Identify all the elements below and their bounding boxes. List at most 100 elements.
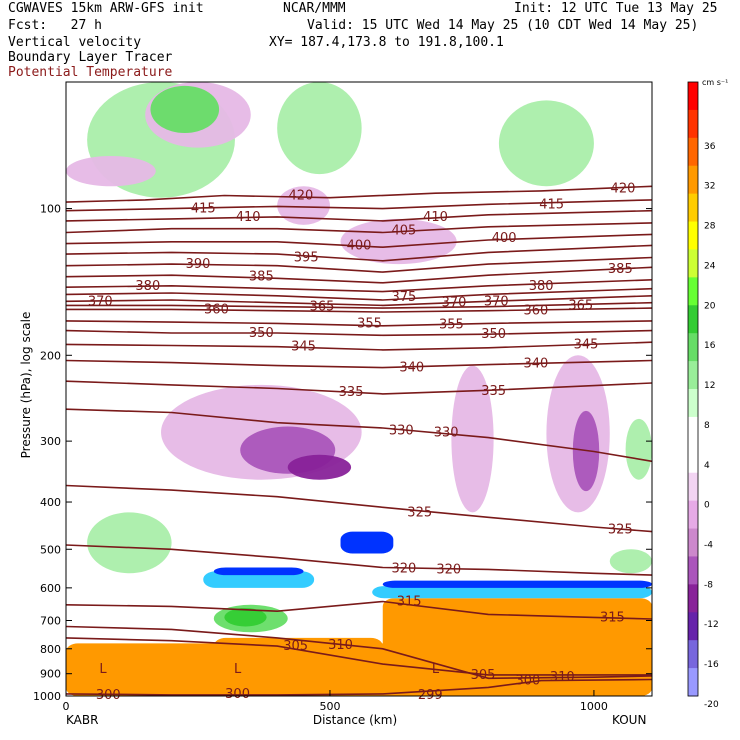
theta-label-385-1: 385: [608, 262, 633, 277]
colorbar-swatch-4: [688, 193, 698, 223]
theta-contour-355: [65, 320, 653, 327]
theta-label-320-0: 320: [391, 562, 416, 577]
theta-contour-345: [65, 341, 653, 351]
colorbar-swatch-2: [688, 137, 698, 167]
theta-label-330-1: 330: [434, 425, 459, 440]
colorbar-swatch-15: [688, 500, 698, 530]
theta-label-300-0: 300: [96, 688, 121, 703]
theta-label-380-0: 380: [135, 279, 160, 294]
theta-label-325-1: 325: [608, 522, 633, 537]
forecast-hour: Fcst: 27 h: [8, 18, 102, 33]
theta-label-305-1: 305: [471, 668, 496, 683]
theta-label-299: 299: [418, 688, 443, 703]
blt-region-4: [382, 580, 652, 588]
colorbar-tick-11: -8: [704, 580, 713, 590]
theta-label-420-1: 420: [611, 182, 636, 197]
theta-label-360-0: 360: [204, 302, 229, 317]
low-marker-0: L: [99, 662, 107, 677]
theta-label-315-1: 315: [600, 610, 625, 625]
theta-label-345-0: 345: [291, 340, 316, 355]
theta-contour-335: [65, 380, 653, 395]
w-region-3: [498, 100, 594, 187]
w-region-6: [277, 186, 330, 225]
theta-label-390-0: 390: [186, 257, 211, 272]
colorbar-swatch-13: [688, 444, 698, 474]
colorbar-tick-10: -4: [704, 540, 713, 550]
org-label: NCAR/MMM: [283, 1, 346, 16]
theta-label-325-0: 325: [407, 505, 432, 520]
blt-region-6: [213, 567, 304, 576]
colorbar-swatch-9: [688, 333, 698, 362]
colorbar-swatch-14: [688, 472, 698, 502]
theta-contour-310: [65, 625, 653, 680]
theta-label-395-0: 395: [294, 250, 319, 265]
theta-label-410-1: 410: [423, 210, 448, 225]
theta-label-315-0: 315: [397, 595, 422, 610]
theta-label-350-1: 350: [481, 327, 506, 342]
theta-label-415-1: 415: [539, 197, 564, 212]
theta-contour-350: [65, 329, 653, 337]
theta-label-355-1: 355: [439, 318, 464, 333]
colorbar-tick-8: 4: [704, 461, 710, 471]
model-title: CGWAVES 15km ARW-GFS init: [8, 1, 204, 16]
theta-label-400-1: 400: [492, 231, 517, 246]
colorbar-swatch-17: [688, 556, 698, 585]
theta-contour-315: [65, 600, 653, 620]
colorbar-swatch-20: [688, 640, 698, 669]
theta-label-355-0: 355: [357, 316, 382, 331]
x-tick-label-0: 0: [63, 700, 70, 713]
potential-temperature-contours: 420 420 415 415 410 410 405 400 400 395 390 385 385 3…: [65, 182, 653, 703]
w-region-14: [625, 418, 653, 480]
theta-contour-400: [65, 233, 653, 249]
blt-region-3: [372, 586, 652, 599]
y-tick-label-300: 300: [40, 435, 61, 448]
w-region-2: [277, 82, 362, 175]
low-marker-1: L: [234, 662, 242, 677]
valid-time: Valid: 15 UTC Wed 14 May 25 (10 CDT Wed …: [307, 18, 699, 33]
theta-label-350-0: 350: [249, 326, 274, 341]
colorbar-swatch-21: [688, 668, 698, 697]
theta-label-310-1: 310: [550, 670, 575, 685]
theta-label-360-1: 360: [523, 304, 548, 319]
colorbar-tick-3: 24: [704, 261, 716, 271]
field-potential-temperature: Potential Temperature: [8, 65, 173, 80]
x-axis-label: Distance (km): [313, 713, 397, 727]
theta-label-370-1: 370: [442, 296, 467, 311]
theta-label-405-0: 405: [391, 224, 416, 239]
colorbar-swatch-1: [688, 109, 698, 139]
w-region-4: [150, 85, 220, 134]
theta-contour-410: [65, 209, 653, 222]
theta-contour-385: [65, 266, 653, 284]
theta-contour-360: [66, 307, 653, 313]
field-vertical-velocity: Vertical velocity: [8, 35, 142, 50]
theta-label-410-0: 410: [236, 210, 261, 225]
blt-region-2: [213, 637, 383, 696]
left-station-label: KABR: [66, 713, 98, 727]
theta-contour-305: [65, 637, 652, 676]
theta-label-330-0: 330: [389, 423, 414, 438]
blt-region-5: [203, 571, 315, 588]
theta-label-310-0: 310: [328, 638, 353, 653]
theta-contour-325: [65, 484, 653, 533]
y-tick-label-1000: 1000: [33, 690, 61, 703]
colorbar-swatch-6: [688, 249, 698, 278]
theta-label-365-0: 365: [310, 300, 335, 315]
colorbar-tick-14: -20: [704, 700, 719, 710]
theta-contour-330: [65, 408, 653, 463]
w-region-10: [287, 454, 352, 480]
colorbar-tick-7: 8: [704, 421, 710, 431]
y-tick-label-500: 500: [40, 543, 61, 556]
low-marker-2: L: [432, 662, 440, 677]
theta-label-415-0: 415: [191, 202, 216, 217]
theta-label-300-1: 300: [225, 687, 250, 702]
theta-contour-420: [65, 185, 653, 203]
y-tick-label-800: 800: [40, 643, 61, 656]
y-tick-label-600: 600: [40, 582, 61, 595]
w-region-5: [66, 155, 156, 187]
theta-contour-375: [65, 287, 653, 301]
theta-contour-340: [65, 359, 653, 369]
theta-contour-415: [65, 199, 653, 212]
theta-label-370-0: 370: [88, 294, 113, 309]
